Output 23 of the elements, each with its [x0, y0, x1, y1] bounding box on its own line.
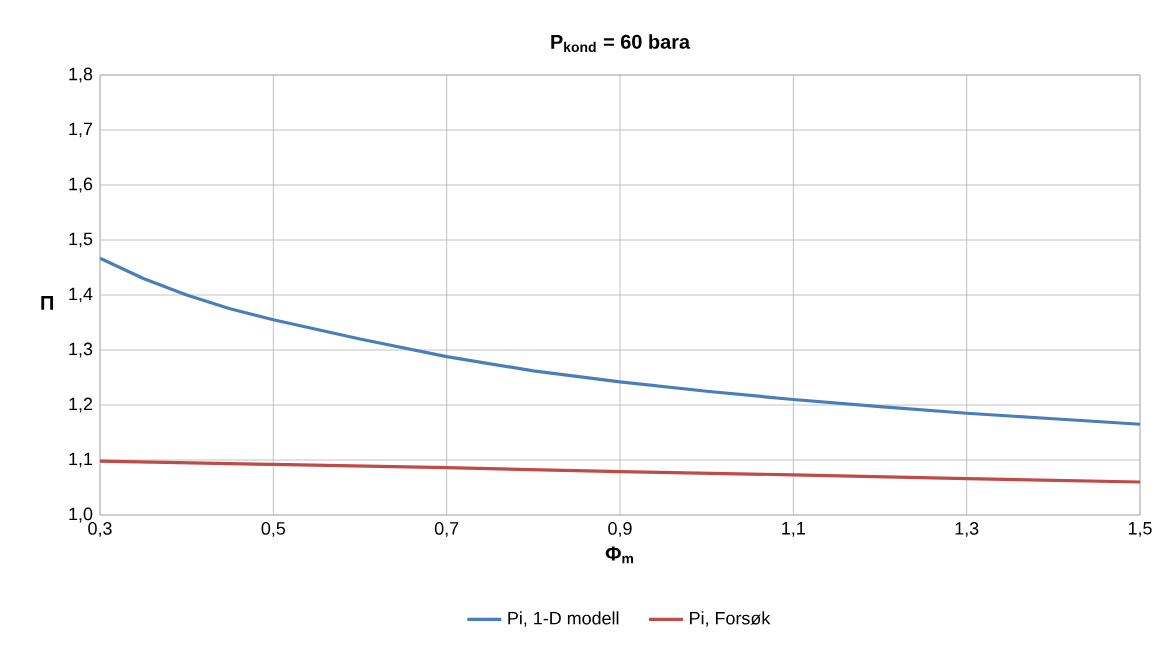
x-tick-label: 0,9: [608, 522, 632, 537]
legend-label: Pi, 1-D modell: [508, 611, 619, 627]
line-series: [100, 256, 1141, 426]
x-tick-label: 0,3: [88, 522, 112, 537]
x-tick-label: 0,5: [261, 522, 286, 537]
chart-title: P$_{kond}$ = 60 bara: [551, 34, 691, 53]
y-tick-label: 1,3: [69, 342, 93, 358]
y-tick-label: 1,4: [69, 287, 93, 303]
x-tick-label: 1,3: [955, 522, 979, 537]
y-tick-label: 1,6: [69, 177, 93, 193]
x-tick-label: 1,1: [782, 522, 805, 537]
y-tick-label: 1,7: [69, 122, 93, 138]
x-axis-title: Φ$_{m}$: [605, 546, 634, 564]
y-axis-title: Π: [41, 296, 54, 310]
y-tick-label: 1,1: [69, 452, 93, 468]
y-tick-label: 1,0: [69, 507, 93, 523]
line-series: [100, 459, 1141, 484]
y-tick-label: 1,8: [69, 67, 93, 83]
y-tick-label: 1,5: [69, 232, 93, 248]
y-tick-label: 1,2: [69, 397, 93, 413]
x-tick-label: 1,5: [1128, 522, 1152, 537]
legend-label: Pi, Forsøk: [690, 611, 771, 627]
x-tick-label: 0,7: [434, 522, 459, 537]
